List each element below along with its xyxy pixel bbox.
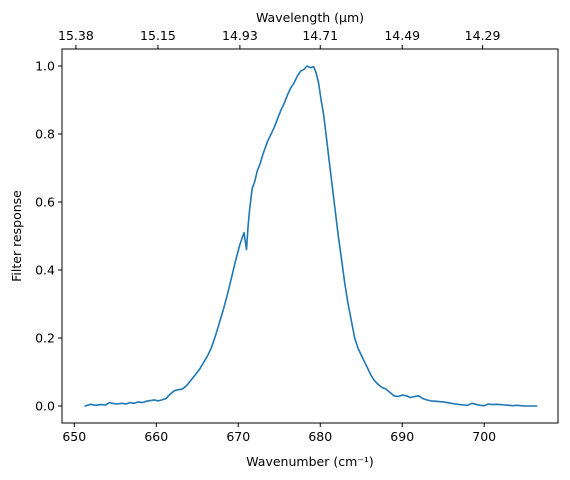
top-x-tick-label: 14.29 [465, 28, 501, 43]
top-x-tick-label: 14.49 [384, 28, 420, 43]
x-tick-label: 670 [226, 429, 250, 444]
plot-area [62, 49, 558, 423]
y-axis: 0.0 0.2 0.4 0.6 0.8 1.0 [35, 59, 62, 414]
x-tick-label: 650 [62, 429, 86, 444]
y-tick-label: 0.8 [35, 127, 55, 142]
y-tick-label: 0.4 [35, 263, 55, 278]
y-tick-label: 0.2 [35, 331, 55, 346]
y-axis-label: Filter response [9, 190, 24, 282]
y-tick-label: 0.6 [35, 195, 55, 210]
top-x-axis: 15.38 15.15 14.93 14.71 14.49 14.29 [58, 28, 501, 49]
top-x-tick-label: 14.71 [302, 28, 338, 43]
series-line [84, 65, 538, 407]
x-tick-label: 700 [472, 429, 496, 444]
top-x-tick-label: 14.93 [222, 28, 258, 43]
x-axis-label: Wavenumber (cm⁻¹) [246, 454, 373, 469]
plot-frame [61, 48, 559, 424]
top-x-tick-label: 15.38 [58, 28, 94, 43]
top-x-tick-label: 15.15 [140, 28, 176, 43]
x-tick-label: 660 [144, 429, 168, 444]
y-tick-label: 1.0 [35, 59, 55, 74]
x-tick-label: 690 [390, 429, 414, 444]
y-tick-label: 0.0 [35, 399, 55, 414]
top-x-axis-label: Wavelength (μm) [256, 10, 364, 25]
bottom-x-axis: 650 660 670 680 690 700 [62, 423, 496, 444]
x-tick-label: 680 [308, 429, 332, 444]
